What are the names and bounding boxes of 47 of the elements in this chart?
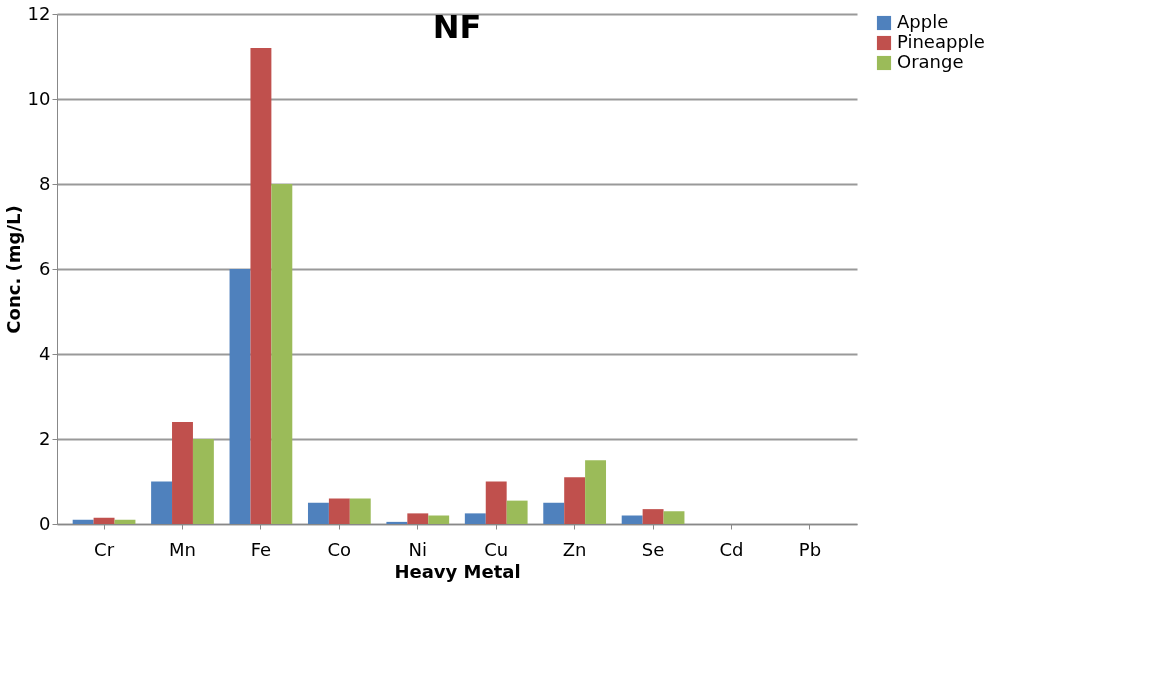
bar <box>386 521 408 524</box>
bar <box>564 477 586 524</box>
bar <box>464 513 486 524</box>
x-tick-label: Se <box>641 538 665 560</box>
y-tick-label: 10 <box>27 87 51 109</box>
x-axis-title: Heavy Metal <box>394 560 521 582</box>
x-tick-label: Cd <box>719 538 744 560</box>
bar <box>585 460 607 524</box>
bar <box>328 498 350 524</box>
bar <box>229 269 251 524</box>
bar <box>250 48 272 524</box>
y-tick-label: 12 <box>27 2 51 24</box>
chart-title: NF <box>432 8 482 46</box>
legend-label: Apple <box>897 11 949 32</box>
bar <box>151 481 173 524</box>
y-tick-label: 4 <box>39 342 51 364</box>
bar <box>663 511 685 524</box>
bar <box>349 498 371 524</box>
y-axis-title: Conc. (mg/L) <box>2 205 24 334</box>
x-tick-label: Cu <box>484 538 509 560</box>
bar <box>485 481 507 524</box>
bar <box>192 439 214 524</box>
bar <box>271 184 293 524</box>
x-tick-label: Pb <box>798 538 822 560</box>
bar <box>621 515 643 524</box>
bar <box>543 502 565 524</box>
bar <box>642 509 664 524</box>
x-tick-label: Cr <box>94 538 115 560</box>
legend-label: Orange <box>897 51 964 72</box>
bar <box>407 513 429 524</box>
x-tick-label: Mn <box>169 538 196 560</box>
bar <box>172 422 193 524</box>
bar <box>93 517 115 524</box>
y-tick-label: 2 <box>39 427 51 449</box>
legend-label: Pineapple <box>897 31 985 52</box>
bar <box>307 502 329 524</box>
x-tick-label: Co <box>327 538 352 560</box>
y-tick-label: 6 <box>39 257 51 279</box>
y-tick-label: 0 <box>39 512 51 534</box>
x-tick-label: Zn <box>562 538 587 560</box>
bar <box>506 500 528 524</box>
x-tick-label: Fe <box>250 538 272 560</box>
x-tick-label: Ni <box>408 538 428 560</box>
y-tick-label: 8 <box>39 172 51 194</box>
bar <box>72 519 94 524</box>
bar <box>428 515 450 524</box>
bar <box>114 519 136 524</box>
